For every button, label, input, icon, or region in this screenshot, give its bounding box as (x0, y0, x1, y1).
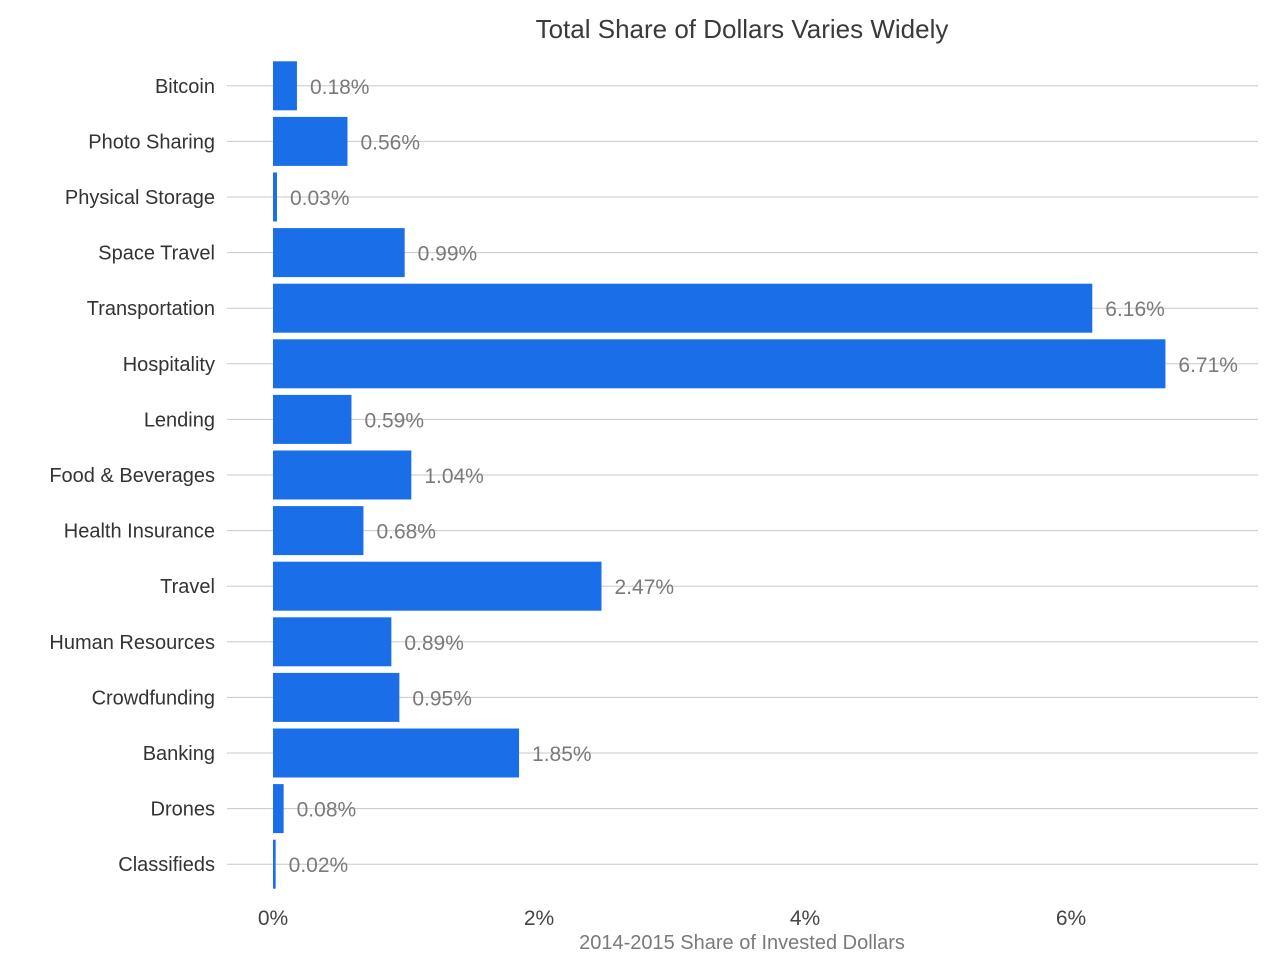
value-label: 0.03% (290, 187, 350, 210)
value-label: 0.18% (310, 76, 370, 99)
category-labels: Bitcoin Photo Sharing Physical Storage Spac… (49, 76, 215, 876)
bar-travel (273, 561, 602, 611)
value-label: 0.95% (412, 687, 472, 710)
value-labels: 0.18% 0.56% 0.03% 0.99% 6.16% 6.71% 0.59% 1.04%… (289, 76, 1238, 877)
bar-photo-sharing (273, 116, 348, 166)
bar-banking (273, 728, 520, 778)
value-label: 0.68% (376, 521, 436, 544)
bar-physical-storage (273, 172, 277, 222)
bar-food-beverages (273, 450, 412, 500)
category-label: Transportation (87, 298, 215, 320)
category-label: Physical Storage (65, 187, 215, 209)
bars (273, 61, 1166, 889)
category-label: Photo Sharing (88, 131, 215, 153)
x-tick-label: 2% (524, 907, 554, 930)
category-label: Human Resources (49, 632, 215, 654)
value-label: 1.04% (424, 465, 484, 488)
bar-classifieds (273, 839, 276, 889)
value-label: 0.99% (418, 243, 478, 266)
x-axis-label: 2014-2015 Share of Invested Dollars (579, 932, 905, 954)
category-label: Crowdfunding (92, 687, 215, 709)
category-label: Food & Beverages (49, 465, 215, 487)
value-label: 0.59% (364, 409, 424, 432)
category-label: Banking (143, 743, 215, 765)
category-label: Hospitality (123, 354, 215, 376)
value-label: 1.85% (532, 743, 592, 766)
value-label: 0.02% (289, 854, 349, 877)
category-label: Lending (144, 409, 215, 431)
bar-human-resources (273, 617, 392, 667)
chart-title: Total Share of Dollars Varies Widely (536, 14, 949, 44)
x-tick-label: 6% (1056, 907, 1086, 930)
bar-drones (273, 784, 284, 834)
x-tick-label: 0% (258, 907, 288, 930)
category-label: Space Travel (98, 243, 215, 265)
bar-transportation (273, 283, 1093, 333)
category-label: Classifieds (118, 854, 215, 876)
category-label: Health Insurance (64, 521, 215, 543)
bar-health-insurance (273, 506, 364, 556)
value-label: 0.89% (404, 632, 464, 655)
value-label: 2.47% (615, 576, 675, 599)
bar-hospitality (273, 339, 1166, 389)
category-label: Travel (160, 576, 215, 598)
value-label: 6.71% (1178, 354, 1238, 377)
value-label: 6.16% (1105, 298, 1165, 321)
value-label: 0.08% (297, 799, 357, 822)
category-label: Bitcoin (155, 76, 215, 98)
bar-crowdfunding (273, 672, 400, 722)
bar-space-travel (273, 228, 405, 278)
value-label: 0.56% (360, 131, 420, 154)
bar-bitcoin (273, 61, 297, 111)
x-axis-ticks: 0% 2% 4% 6% (258, 907, 1086, 930)
x-tick-label: 4% (790, 907, 820, 930)
bar-lending (273, 394, 352, 444)
category-label: Drones (151, 799, 215, 821)
